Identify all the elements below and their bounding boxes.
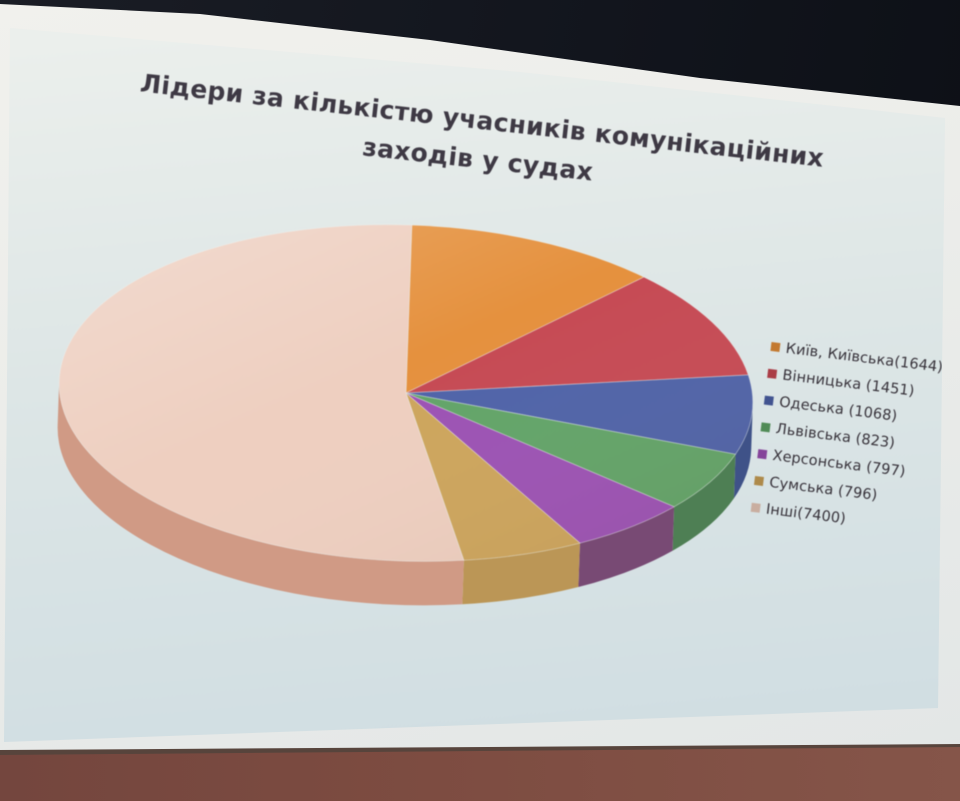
pie-chart	[57, 224, 754, 606]
pie-slice-side	[57, 380, 464, 606]
legend: Київ, Київська(1644) Вінницька (1451) Од…	[749, 338, 945, 549]
legend-label: Сумська (796)	[768, 474, 879, 504]
pie-slice-side	[462, 543, 580, 605]
legend-marker	[767, 368, 778, 379]
legend-marker	[760, 422, 771, 433]
pie-slice-side	[733, 405, 753, 499]
legend-marker	[750, 502, 761, 513]
legend-marker	[770, 341, 781, 352]
legend-marker	[757, 449, 768, 460]
legend-label: Інші(7400)	[765, 501, 847, 528]
legend-marker	[763, 395, 774, 406]
pie-slice-side	[672, 454, 736, 551]
legend-marker	[753, 475, 764, 486]
pie-slice-side	[578, 506, 675, 588]
pie-lighting-overlay	[59, 224, 753, 562]
